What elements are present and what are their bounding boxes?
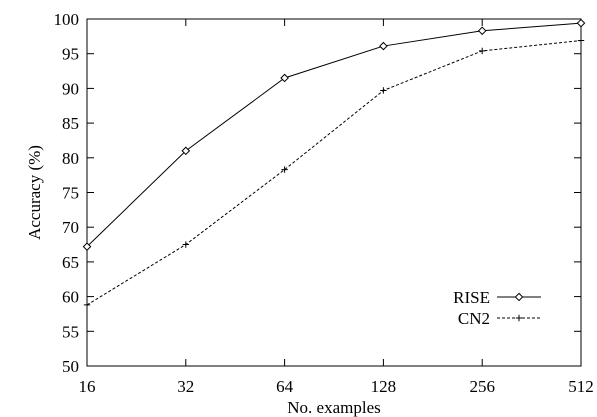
x-tick-label: 256	[469, 377, 495, 396]
series-line-rise	[86, 22, 582, 247]
data-point-rise	[379, 41, 388, 51]
x-axis-label: No. examples	[287, 398, 380, 417]
data-point-cn2	[281, 166, 288, 173]
x-tick-label: 64	[276, 377, 294, 396]
legend-marker-cn2	[515, 314, 523, 322]
data-point-rise	[82, 242, 92, 251]
y-axis: 50 55 60 65 70 75 80 85 90 95 100	[54, 10, 581, 376]
data-point-rise	[576, 18, 586, 28]
y-tick-label: 100	[54, 10, 80, 29]
y-tick-label: 60	[62, 288, 79, 307]
legend-marker-rise	[514, 292, 524, 302]
data-point-cn2	[577, 37, 585, 44]
y-tick-label: 55	[62, 322, 79, 341]
y-tick-label: 70	[62, 218, 79, 237]
y-tick-label: 65	[62, 253, 79, 272]
y-tick-label: 75	[62, 184, 79, 203]
series-group	[82, 18, 586, 309]
x-tick-label: 512	[568, 377, 594, 396]
data-point-cn2	[182, 241, 189, 248]
legend-label-rise: RISE	[453, 288, 490, 307]
legend-label-cn2: CN2	[458, 309, 490, 328]
data-point-cn2	[479, 47, 486, 55]
data-point-rise	[280, 73, 289, 83]
data-point-rise	[477, 26, 487, 36]
legend: RISE CN2	[453, 288, 541, 328]
y-tick-label: 95	[62, 45, 79, 64]
data-point-rise	[181, 146, 191, 156]
y-tick-label: 85	[62, 114, 79, 133]
x-tick-label: 16	[79, 377, 96, 396]
y-tick-label: 50	[62, 357, 79, 376]
plot-frame	[86, 18, 582, 367]
series-line-cn2	[86, 40, 582, 306]
y-axis-label: Accuracy (%)	[25, 145, 44, 240]
data-point-cn2	[83, 301, 91, 309]
data-point-cn2	[380, 87, 387, 94]
y-tick-label: 80	[62, 149, 79, 168]
x-axis: 16 32 64 128 256 512	[79, 19, 594, 396]
x-tick-label: 128	[371, 377, 397, 396]
y-tick-label: 90	[62, 79, 79, 98]
x-tick-label: 32	[177, 377, 194, 396]
